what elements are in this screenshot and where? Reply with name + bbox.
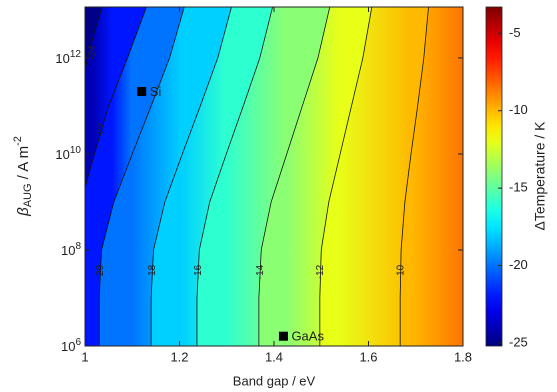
colorbar-tick-label: -10 [509,102,528,117]
contour-line [85,7,147,188]
contour-line [399,7,429,346]
x-tick-label: 1.8 [454,349,472,364]
y-tick-label: 108 [61,241,81,259]
y-tick-base: 10 [55,147,69,162]
point-label: Si [150,84,162,99]
x-tick-label: 1 [81,349,88,364]
colorbar [485,6,503,347]
y-axis-label: βAUG / A m-2 [12,136,34,217]
y-tick-label: 1012 [55,49,81,67]
y-tick-exponent: 12 [70,49,82,60]
contour-label: -22 [96,122,107,137]
contour-label: -18 [147,264,158,279]
contour-label: -14 [255,264,266,279]
y-tick-exponent: 10 [70,145,82,156]
y-tick-base: 10 [61,339,75,354]
contour-band [400,7,463,346]
y-label-subscript: AUG [22,183,34,207]
colorbar-tick-label: -5 [509,25,521,40]
contour-lines [85,7,429,346]
point-marker [278,331,288,341]
y-tick-exponent: 8 [75,241,81,252]
x-tick-label: 1.4 [265,349,283,364]
contour-label: -10 [395,264,406,279]
y-label-symbol: β [15,207,32,217]
contour-line [196,7,273,346]
point-label: GaAs [291,329,324,344]
x-tick-label: 1.2 [170,349,188,364]
contour-line [258,7,331,346]
point-marker [137,86,147,96]
contour-fill [85,7,463,346]
contour-line [150,7,232,346]
contour-line [98,7,185,346]
contour-label: -24 [88,45,99,60]
contour-line [319,7,373,346]
colorbar-label: ΔTemperature / K [532,121,548,231]
y-tick-base: 10 [55,51,69,66]
y-tick-label: 1010 [55,145,81,163]
contour-label: -16 [193,264,204,279]
y-tick-label: 106 [61,337,81,355]
colorbar-tick-label: -15 [509,180,528,195]
y-label-superscript: -2 [12,136,24,146]
y-tick-exponent: 6 [75,337,81,348]
colorbar-tick-label: -25 [509,334,528,349]
y-label-unit: / A m [15,146,32,184]
y-tick-base: 10 [61,243,75,258]
contour-label: -20 [95,264,106,279]
x-tick-label: 1.6 [359,349,377,364]
contour-label: -12 [315,264,326,279]
x-axis-label: Band gap / eV [233,373,316,388]
colorbar-tick-label: -20 [509,257,528,272]
